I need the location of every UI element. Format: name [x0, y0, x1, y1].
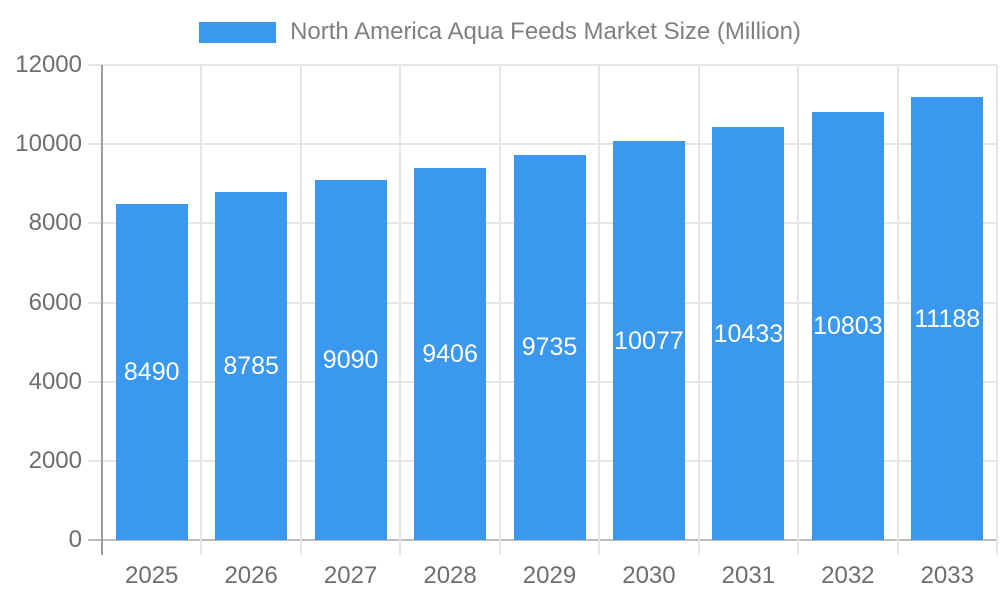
y-axis-tick-label: 6000 [28, 288, 82, 316]
y-tick [88, 459, 102, 462]
bar-value-label: 8785 [223, 352, 279, 381]
y-axis-tick-label: 8000 [28, 209, 82, 237]
x-tick [498, 540, 501, 555]
x-axis-tick-label: 2028 [423, 562, 477, 589]
x-axis-tick-label: 2027 [323, 562, 378, 589]
y-axis-tick-label: 4000 [28, 367, 82, 395]
x-tick [101, 540, 103, 555]
bar-value-label: 10077 [614, 326, 684, 355]
x-gridline [996, 65, 998, 540]
bar-2027[interactable] [314, 180, 387, 540]
chart-legend[interactable]: North America Aqua Feeds Market Size (Mi… [0, 18, 1000, 46]
x-gridline [498, 65, 501, 540]
bar-value-label: 9090 [322, 346, 379, 375]
x-gridline [697, 65, 700, 540]
y-axis-tick-label: 10000 [15, 130, 82, 158]
x-tick [598, 540, 601, 555]
legend-label: North America Aqua Feeds Market Size (Mi… [290, 18, 801, 45]
x-tick [399, 540, 402, 555]
bar-2032[interactable] [811, 112, 884, 540]
x-gridline [200, 65, 203, 540]
bar-2026[interactable] [215, 192, 288, 540]
y-gridline [102, 539, 997, 541]
y-axis-tick-label: 0 [68, 526, 82, 553]
x-gridline [896, 65, 899, 540]
x-tick [299, 540, 302, 555]
bar-value-label: 8490 [123, 357, 180, 386]
x-tick [996, 540, 998, 555]
y-axis-tick-label: 12000 [15, 51, 82, 78]
legend-swatch [199, 21, 277, 43]
x-axis-tick-label: 2033 [920, 562, 974, 589]
x-tick [697, 540, 700, 555]
x-axis-tick-label: 2032 [821, 562, 875, 589]
bar-value-label: 10433 [713, 319, 784, 348]
y-tick [88, 64, 102, 66]
x-axis-tick-label: 2025 [125, 562, 179, 589]
bar-2030[interactable] [612, 141, 685, 540]
x-axis-tick-label: 2031 [721, 562, 776, 589]
bar-2033[interactable] [911, 97, 984, 540]
x-tick [200, 540, 203, 555]
x-axis-tick-label: 2029 [522, 562, 577, 589]
bar-2029[interactable] [513, 154, 586, 540]
x-gridline [598, 65, 601, 540]
y-tick [88, 380, 102, 383]
y-gridline [102, 64, 997, 66]
x-axis-tick-label: 2030 [622, 562, 676, 589]
y-tick [88, 301, 102, 304]
y-tick [88, 143, 102, 146]
bar-value-label: 9406 [422, 339, 478, 368]
bar-value-label: 9735 [521, 333, 578, 362]
bar-2025[interactable] [115, 203, 188, 540]
x-gridline [797, 65, 800, 540]
y-tick [88, 222, 102, 225]
x-tick [896, 540, 899, 555]
bar-2031[interactable] [712, 127, 785, 540]
bar-2028[interactable] [414, 167, 487, 540]
y-axis-tick-label: 2000 [28, 446, 82, 474]
x-tick [797, 540, 800, 555]
x-gridline [299, 65, 302, 540]
x-axis-tick-label: 2026 [224, 562, 278, 589]
bar-value-label: 11188 [914, 304, 981, 333]
x-gridline [399, 65, 402, 540]
bar-value-label: 10803 [813, 312, 883, 341]
y-axis-line [101, 65, 103, 540]
y-tick [88, 539, 102, 541]
y-gridline [102, 143, 997, 146]
